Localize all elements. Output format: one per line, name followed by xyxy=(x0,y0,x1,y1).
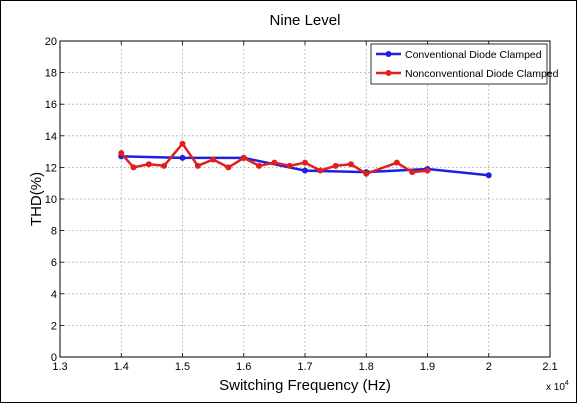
data-point-conventional xyxy=(302,167,308,174)
data-point-nonconventional xyxy=(161,162,168,169)
data-point-nonconventional xyxy=(424,167,431,174)
y-axis-ticks: 0 2 4 6 8 10 12 14 16 18 20 xyxy=(45,36,550,364)
data-point-nonconventional xyxy=(256,162,263,169)
data-point-conventional xyxy=(179,154,186,161)
data-point-conventional xyxy=(485,172,492,179)
x-tick-label: 1.8 xyxy=(359,361,374,373)
data-point-nonconventional xyxy=(363,170,370,177)
x-axis-label: Switching Frequency (Hz) xyxy=(219,377,391,394)
y-tick-label: 6 xyxy=(51,257,57,269)
data-point-nonconventional xyxy=(118,150,125,157)
y-tick-label: 16 xyxy=(45,99,57,111)
x-axis-ticks: 1.3 1.4 1.5 1.6 1.7 1.8 1.9 2 2.1 xyxy=(52,41,558,373)
chart-title: Nine Level xyxy=(270,12,341,29)
data-point-nonconventional xyxy=(393,159,400,166)
x-tick-label: 2 xyxy=(486,361,492,373)
grid xyxy=(60,41,550,357)
legend-label-nonconventional: Nonconventional Diode Clamped xyxy=(405,68,559,80)
data-point-nonconventional xyxy=(194,162,201,169)
x-tick-label: 1.9 xyxy=(420,361,435,373)
x-tick-label: 1.5 xyxy=(175,361,190,373)
data-point-nonconventional xyxy=(317,167,324,174)
x-tick-label: 1.3 xyxy=(52,361,67,373)
legend-box xyxy=(370,43,548,85)
x-axis-multiplier-exponent: 4 xyxy=(565,380,569,387)
x-tick-label: 1.4 xyxy=(114,361,129,373)
data-point-nonconventional xyxy=(225,164,232,171)
y-tick-label: 4 xyxy=(51,289,57,301)
y-tick-label: 8 xyxy=(51,226,57,238)
legend-label-conventional: Conventional Diode Clamped xyxy=(405,49,542,61)
y-axis-label: THD(%) xyxy=(28,172,45,226)
data-point-nonconventional xyxy=(145,161,152,168)
data-point-nonconventional xyxy=(347,161,354,168)
data-point-nonconventional xyxy=(332,162,339,169)
data-point-nonconventional xyxy=(302,159,308,166)
y-tick-label: 0 xyxy=(51,352,57,364)
y-tick-label: 14 xyxy=(45,131,57,143)
data-point-nonconventional xyxy=(179,140,186,147)
x-tick-label: 1.7 xyxy=(297,361,312,373)
y-tick-label: 2 xyxy=(51,320,57,332)
data-point-nonconventional xyxy=(130,164,137,171)
data-point-nonconventional xyxy=(286,162,293,169)
y-tick-label: 10 xyxy=(45,194,57,206)
x-tick-label: 2.1 xyxy=(542,361,557,373)
y-tick-label: 12 xyxy=(45,162,57,174)
series xyxy=(118,140,492,179)
data-point-nonconventional xyxy=(210,156,217,163)
legend-marker-conventional xyxy=(385,51,392,57)
x-tick-label: 1.6 xyxy=(236,361,251,373)
data-point-nonconventional xyxy=(240,154,247,161)
y-tick-label: 18 xyxy=(45,68,57,80)
data-point-nonconventional xyxy=(409,169,416,176)
y-tick-label: 20 xyxy=(45,36,57,48)
x-axis-multiplier-base: x 10 xyxy=(546,382,565,393)
data-point-nonconventional xyxy=(271,159,278,166)
series-nonconventional xyxy=(118,140,431,177)
x-axis-multiplier: x 104 xyxy=(546,380,569,393)
legend-marker-nonconventional xyxy=(385,70,392,76)
legend: Conventional Diode Clamped Nonconvention… xyxy=(370,43,559,85)
